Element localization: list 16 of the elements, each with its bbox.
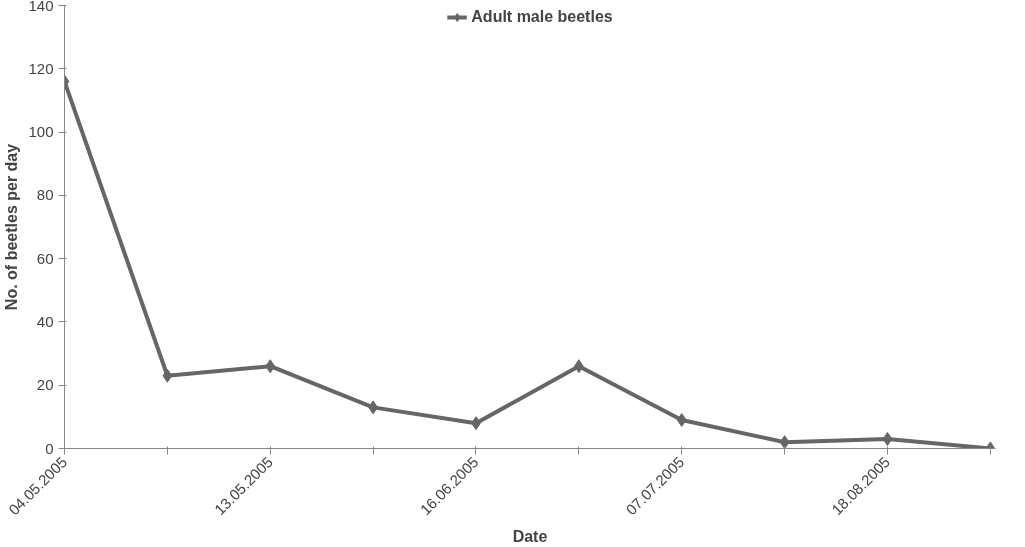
point <box>265 359 276 374</box>
point <box>162 368 173 383</box>
y-tick-label: 120 <box>28 59 54 77</box>
point <box>882 432 893 447</box>
x-axis-title: Date <box>512 527 548 545</box>
point <box>676 413 687 428</box>
legend-label: Adult male beetles <box>471 8 613 26</box>
y-tick-label: 60 <box>36 249 54 267</box>
y-tick-label: 40 <box>36 312 54 330</box>
y-tick-label: 20 <box>36 376 54 394</box>
y-tick-label: 100 <box>28 123 54 141</box>
y-tick-label: 140 <box>28 0 54 14</box>
y-tick-label: 0 <box>45 439 54 457</box>
y-tick-label: 80 <box>36 186 54 204</box>
point <box>779 435 790 449</box>
y-axis-title: No. of beetles per day <box>3 143 21 311</box>
